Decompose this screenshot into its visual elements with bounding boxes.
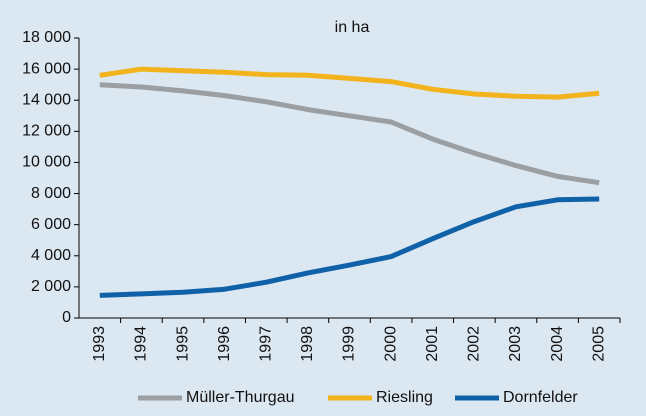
y-tick-label: 16 000: [22, 60, 71, 77]
y-tick-label: 4 000: [31, 247, 71, 264]
legend-label: Riesling: [376, 389, 433, 406]
line: [99, 66, 600, 100]
x-tick-label: 1999: [341, 326, 358, 362]
y-tick-label: 0: [62, 309, 71, 326]
legend-label: Dornfelder: [503, 389, 578, 406]
x-tick-label: 1997: [257, 326, 274, 362]
x-tick-label: 1998: [299, 326, 316, 362]
chart-title: in ha: [335, 19, 370, 36]
x-tick-label: 2003: [507, 326, 524, 362]
x-tick-label: 2005: [590, 326, 607, 362]
x-tick-label: 1996: [216, 326, 233, 362]
y-tick-label: 6 000: [31, 216, 71, 233]
y-tick-label: 10 000: [22, 154, 71, 171]
x-tick-label: 2002: [466, 326, 483, 362]
x-tick-label: 2001: [424, 326, 441, 362]
x-tick-label: 1993: [91, 326, 108, 362]
line: [99, 82, 600, 186]
y-tick-label: 12 000: [22, 123, 71, 140]
y-tick-label: 14 000: [22, 91, 71, 108]
line: [99, 196, 600, 298]
x-tick-label: 2004: [549, 326, 566, 362]
y-tick-label: 8 000: [31, 185, 71, 202]
y-tick-label: 2 000: [31, 278, 71, 295]
x-tick-label: 2000: [382, 326, 399, 362]
x-tick-label: 1994: [133, 326, 150, 362]
y-tick-label: 18 000: [22, 29, 71, 46]
x-tick-label: 1995: [174, 326, 191, 362]
legend-label: Müller-Thurgau: [186, 389, 294, 406]
